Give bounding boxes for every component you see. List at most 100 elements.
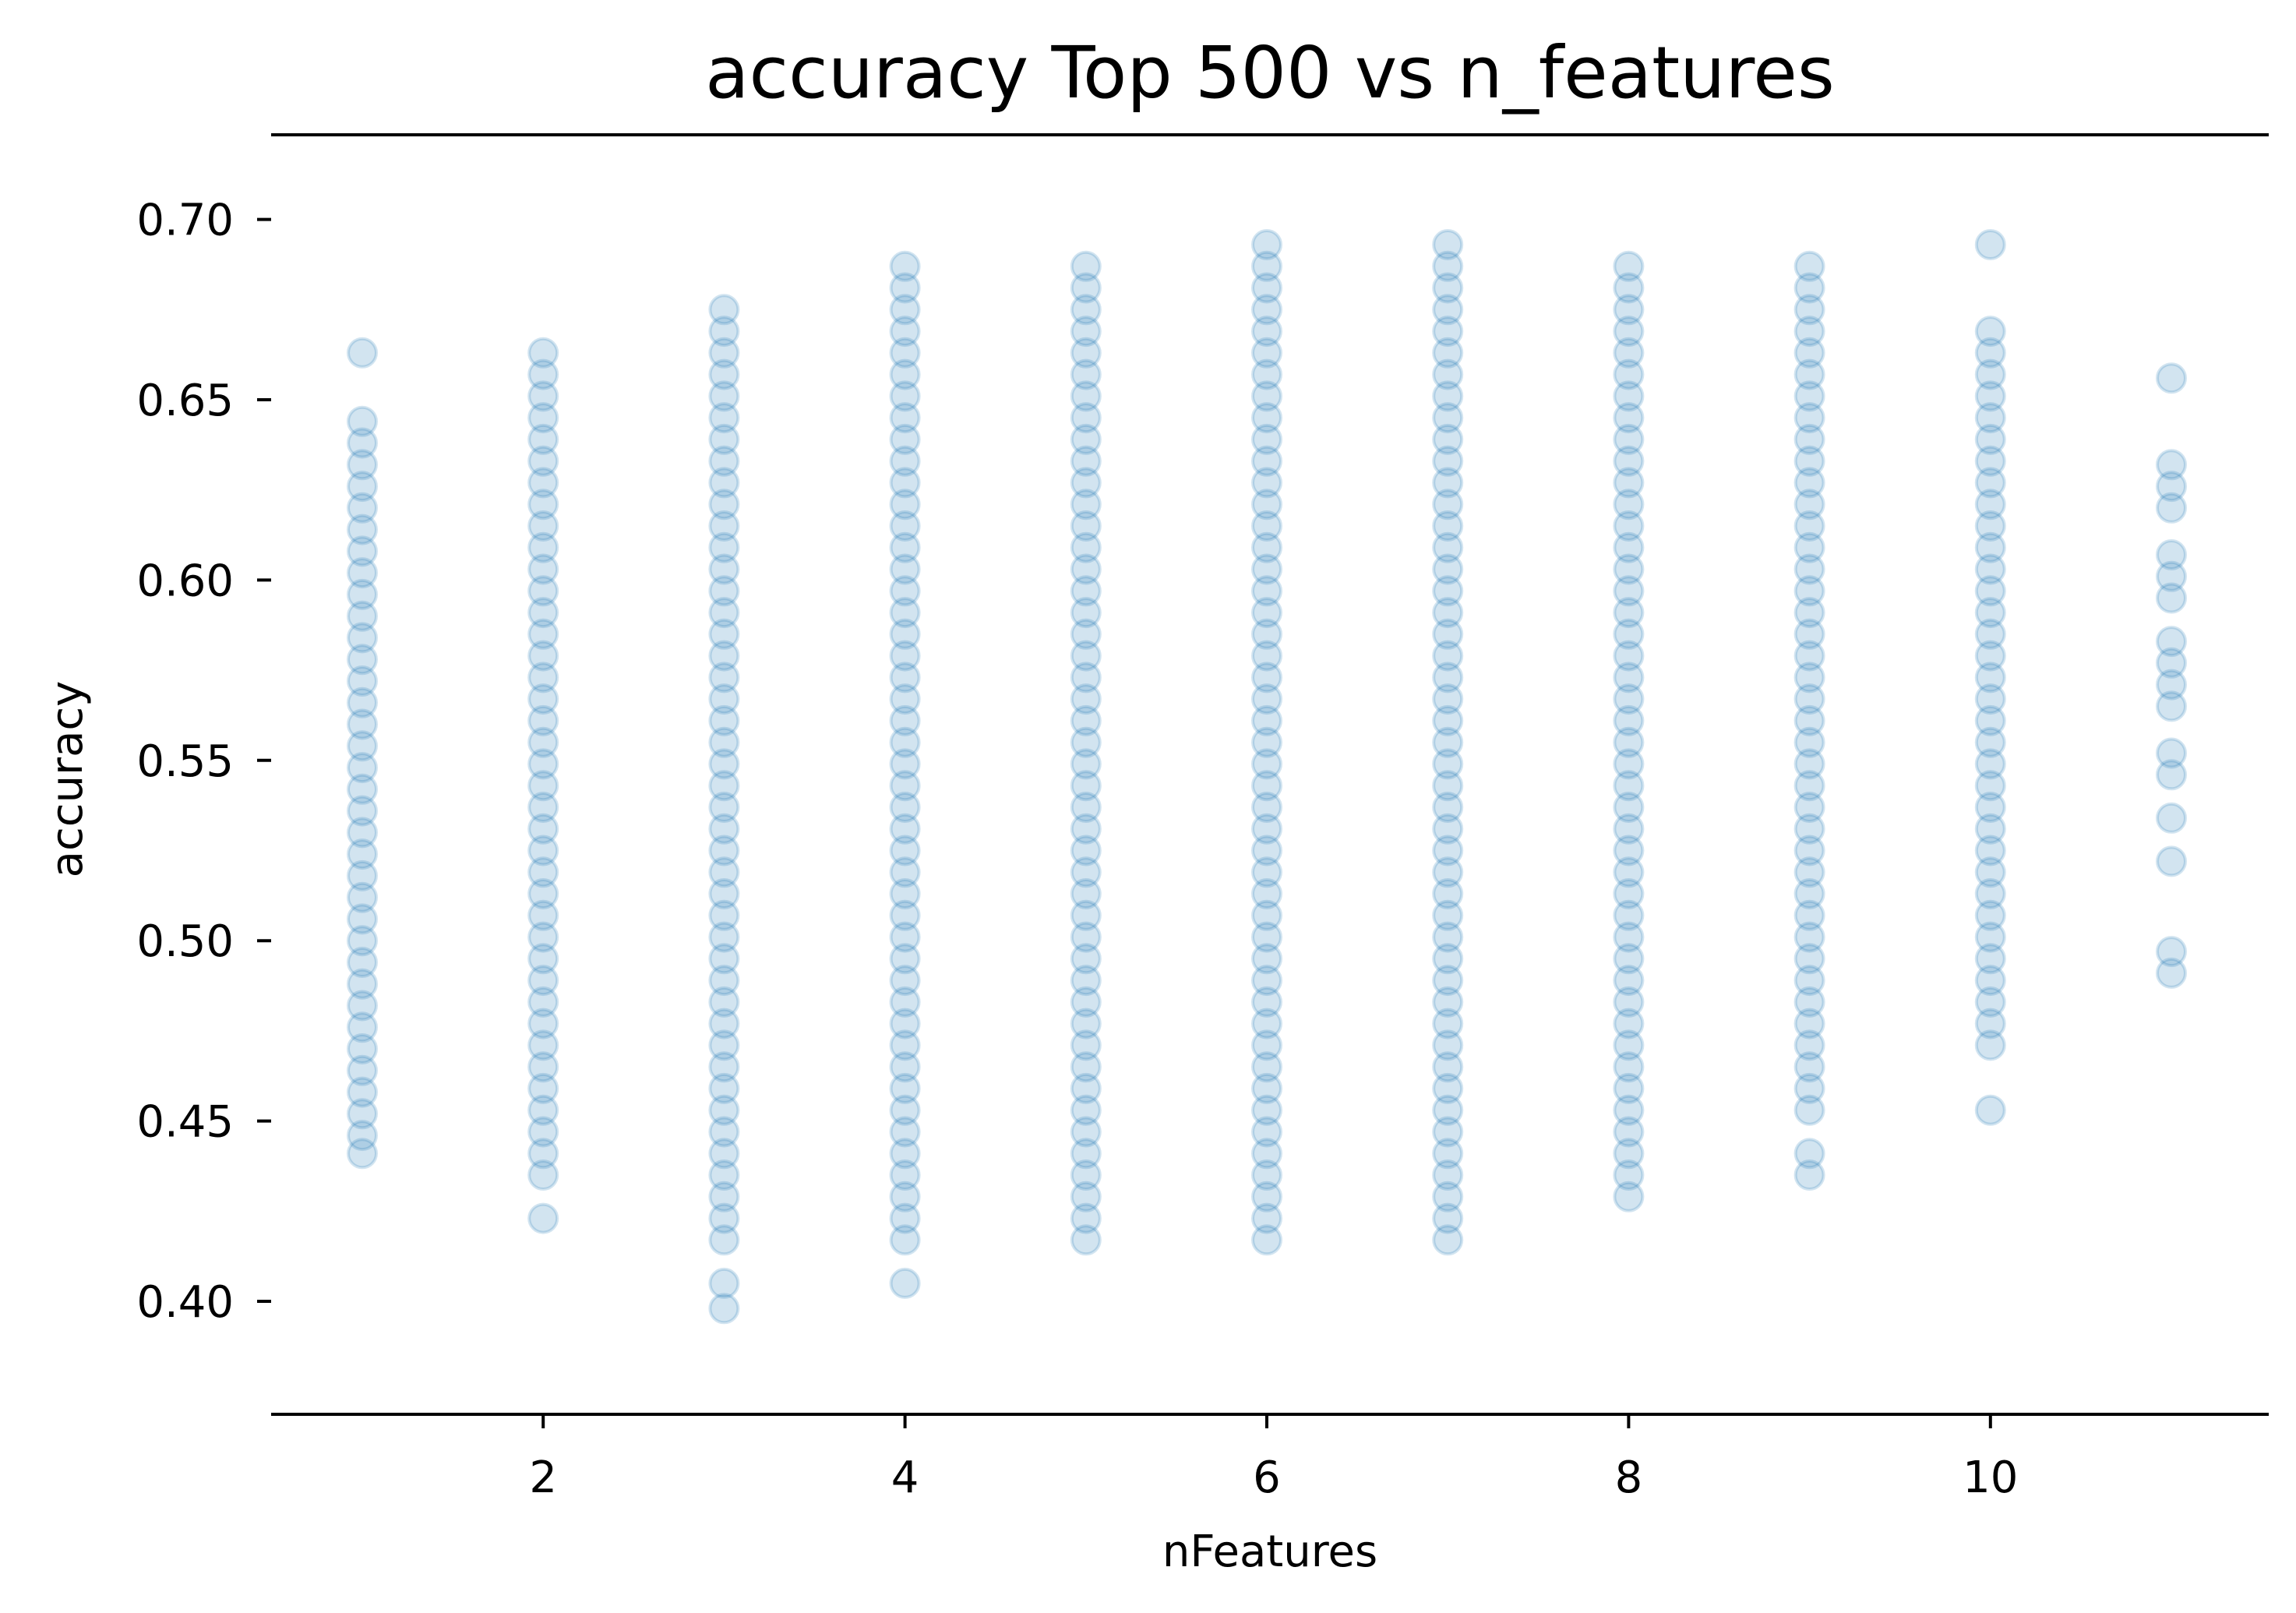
data-point <box>1793 337 1825 369</box>
data-point <box>1251 965 1282 997</box>
data-point <box>1613 943 1645 975</box>
data-point <box>1251 402 1282 434</box>
data-point <box>1251 640 1282 672</box>
data-point <box>1432 294 1464 326</box>
data-point <box>1613 337 1645 369</box>
data-point <box>1251 380 1282 412</box>
data-point <box>1793 575 1825 607</box>
data-point <box>347 968 378 1000</box>
data-point <box>1251 1072 1282 1104</box>
data-point <box>527 683 559 715</box>
data-point <box>1432 553 1464 585</box>
data-point <box>708 489 740 521</box>
data-point <box>527 965 559 997</box>
data-point <box>1251 1159 1282 1191</box>
data-point <box>708 792 740 823</box>
data-point <box>347 686 378 718</box>
data-point <box>347 471 378 503</box>
chart-title: accuracy Top 500 vs n_features <box>705 31 1835 115</box>
data-point <box>889 597 921 629</box>
data-point <box>1432 1116 1464 1148</box>
data-point <box>347 557 378 589</box>
data-point <box>1432 878 1464 909</box>
data-point <box>1613 1072 1645 1104</box>
data-point <box>889 792 921 823</box>
data-point <box>1793 618 1825 650</box>
data-point <box>1613 1008 1645 1039</box>
data-point <box>1613 683 1645 715</box>
data-point <box>1793 467 1825 499</box>
data-point <box>1974 467 2006 499</box>
data-point <box>889 445 921 477</box>
data-point <box>1070 618 1102 650</box>
data-point <box>527 358 559 390</box>
data-point <box>1793 986 1825 1018</box>
data-point <box>1793 1159 1825 1191</box>
data-point <box>1974 510 2006 542</box>
data-point <box>347 817 378 849</box>
data-point <box>527 1051 559 1083</box>
data-point <box>2156 471 2187 503</box>
data-point <box>1251 229 1282 260</box>
data-point <box>708 878 740 909</box>
data-point <box>889 1116 921 1148</box>
data-point <box>1070 986 1102 1018</box>
y-axis-ticks: 0.40 0.45 0.50 0.55 0.60 0.65 0.70 <box>136 196 271 1328</box>
data-point <box>708 683 740 715</box>
data-point <box>1251 1094 1282 1126</box>
data-point <box>1432 250 1464 282</box>
data-point <box>1432 662 1464 694</box>
data-point <box>1974 1029 2006 1061</box>
data-point <box>347 405 378 437</box>
data-point <box>1251 423 1282 455</box>
data-point <box>1974 813 2006 845</box>
data-point <box>1613 704 1645 736</box>
data-point <box>1432 1051 1464 1083</box>
data-point <box>1974 986 2006 1018</box>
data-point <box>1613 316 1645 348</box>
data-point <box>1793 1051 1825 1083</box>
data-point <box>527 1138 559 1170</box>
data-point <box>1432 792 1464 823</box>
data-point <box>889 1072 921 1104</box>
data-point <box>527 899 559 931</box>
data-point <box>889 1159 921 1191</box>
data-point <box>708 899 740 931</box>
data-point <box>1432 402 1464 434</box>
data-point <box>347 600 378 632</box>
data-point <box>1974 835 2006 867</box>
data-point <box>1251 1224 1282 1256</box>
data-point <box>708 467 740 499</box>
data-point <box>1432 380 1464 412</box>
data-point <box>1251 553 1282 585</box>
data-point <box>1793 1094 1825 1126</box>
y-tick-label: 0.50 <box>136 916 234 967</box>
data-point <box>889 423 921 455</box>
data-point <box>1793 316 1825 348</box>
data-point <box>2156 539 2187 570</box>
data-point <box>889 813 921 845</box>
data-point <box>708 553 740 585</box>
data-point <box>889 510 921 542</box>
data-point <box>527 770 559 802</box>
data-point <box>889 1029 921 1061</box>
data-point <box>1974 683 2006 715</box>
data-point <box>1432 943 1464 975</box>
data-point <box>708 943 740 975</box>
data-point <box>1251 531 1282 563</box>
data-point <box>1070 597 1102 629</box>
data-point <box>2156 362 2187 394</box>
data-point <box>1432 704 1464 736</box>
y-tick-label: 0.60 <box>136 556 234 606</box>
data-point <box>1974 618 2006 650</box>
data-point <box>708 1138 740 1170</box>
data-point <box>527 856 559 888</box>
data-point <box>1613 986 1645 1018</box>
data-point <box>1432 445 1464 477</box>
data-point <box>347 1011 378 1043</box>
data-point <box>1070 575 1102 607</box>
data-point <box>527 597 559 629</box>
data-point <box>1070 445 1102 477</box>
data-point <box>889 943 921 975</box>
data-point <box>1070 856 1102 888</box>
